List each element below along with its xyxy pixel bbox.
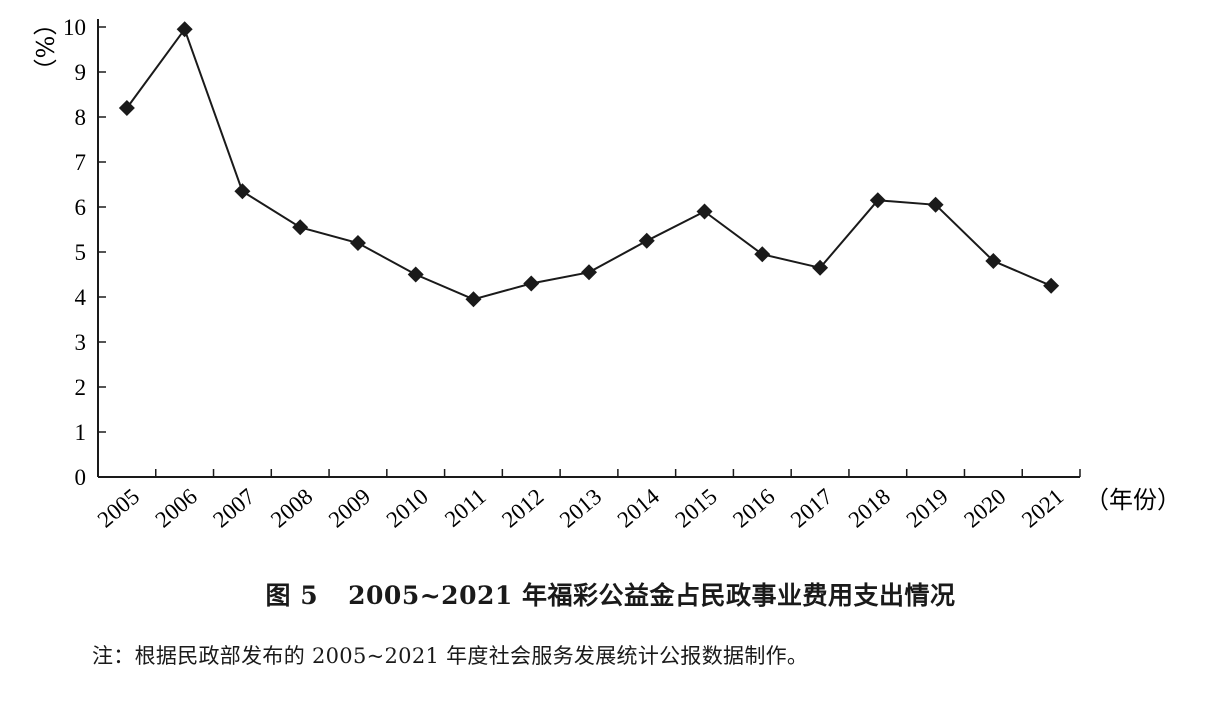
y-tick: 8 <box>75 105 106 130</box>
y-tick: 9 <box>75 60 106 85</box>
x-axis-label: （年份） <box>1085 486 1181 514</box>
y-tick-label: 2 <box>75 375 87 400</box>
y-tick-label: 4 <box>75 285 87 310</box>
y-axis-label: （%） <box>30 12 58 83</box>
data-point <box>927 196 944 213</box>
x-tick-label: 2018 <box>844 484 895 533</box>
x-tick-label: 2021 <box>1017 484 1068 533</box>
data-point <box>696 203 713 220</box>
data-point <box>234 183 251 200</box>
y-tick-label: 9 <box>75 60 87 85</box>
x-tick-label: 2005 <box>93 484 144 533</box>
x-tick-label: 2010 <box>382 484 433 533</box>
x-tick-label: 2017 <box>786 484 837 533</box>
figure-title: 2005~2021 年福彩公益金占民政事业费用支出情况 <box>348 581 956 610</box>
y-tick: 1 <box>75 420 106 445</box>
data-point <box>869 192 886 209</box>
y-tick-label: 5 <box>75 240 87 265</box>
y-tick: 3 <box>75 330 106 355</box>
x-tick-label: 2019 <box>901 484 952 533</box>
y-tick: 7 <box>75 150 106 175</box>
data-point <box>754 246 771 263</box>
x-tick-label: 2007 <box>208 484 259 533</box>
y-tick: 10 <box>63 15 106 40</box>
y-tick: 4 <box>75 285 106 310</box>
y-tick-label: 8 <box>75 105 87 130</box>
series-markers <box>118 21 1060 308</box>
y-tick-label: 7 <box>75 150 87 175</box>
data-point <box>1043 277 1060 294</box>
x-tick-label: 2011 <box>440 484 491 532</box>
figure-number: 图 5 <box>265 581 319 610</box>
figure-caption: 图 5 2005~2021 年福彩公益金占民政事业费用支出情况 <box>0 576 1221 612</box>
data-point <box>292 219 309 236</box>
x-tick-label: 2013 <box>555 484 606 533</box>
data-point <box>812 259 829 276</box>
x-tick-label: 2020 <box>959 484 1010 533</box>
axes <box>97 19 1080 478</box>
y-tick: 6 <box>75 195 106 220</box>
x-tick-label: 2012 <box>497 484 548 533</box>
x-tick-label: 2014 <box>613 483 665 532</box>
y-tick-label: 1 <box>75 420 87 445</box>
series-line <box>126 27 1052 301</box>
y-tick-label: 6 <box>75 195 87 220</box>
x-tick-label: 2008 <box>266 484 317 533</box>
axis-ticks: 0 1 2 3 4 5 6 7 8 9 10 2005 2006 2007 2008 2009 2010 2011… <box>63 15 1081 533</box>
y-axis-label-text: （%） <box>30 12 58 83</box>
x-tick-label: 2009 <box>324 484 375 533</box>
data-point <box>581 264 597 281</box>
data-point <box>638 232 655 249</box>
x-tick-label: 2006 <box>151 484 202 533</box>
y-tick-label: 10 <box>63 15 86 40</box>
figure-note: 注：根据民政部发布的 2005~2021 年度社会服务发展统计公报数据制作。 <box>92 644 809 668</box>
y-tick: 2 <box>75 375 106 400</box>
y-tick-label: 3 <box>75 330 87 355</box>
data-point <box>176 21 193 38</box>
y-tick-label: 0 <box>75 465 87 490</box>
y-tick: 0 <box>75 465 106 490</box>
data-point <box>465 291 482 308</box>
data-point <box>407 266 424 283</box>
line-chart: （%） 0 1 2 3 4 5 6 7 8 9 10 2005 2006 2007 2008 2009 2010… <box>30 12 1181 533</box>
x-tick-label: 2015 <box>670 484 721 533</box>
data-point <box>349 235 366 251</box>
data-point <box>985 253 1002 269</box>
data-point <box>523 275 540 292</box>
data-point <box>118 100 135 116</box>
x-tick-label: 2016 <box>728 484 779 533</box>
y-tick: 5 <box>75 240 106 265</box>
